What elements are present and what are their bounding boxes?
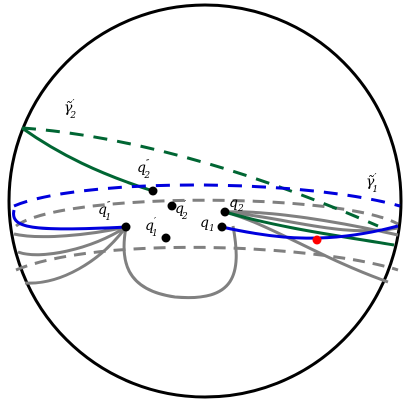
intersection-marker [312, 235, 322, 245]
blue-curve-back [13, 183, 401, 208]
green-curve-front [21, 126, 154, 193]
label-q1: q1 [200, 215, 215, 234]
gray-ring-front [15, 245, 399, 272]
gray-loop-bottom [122, 225, 238, 300]
label-gamma1: γ̃′ 1 [366, 173, 378, 195]
green-curve-front-right [224, 210, 395, 247]
gray-curve-left-2 [17, 225, 127, 257]
label-q1p: q′ 1 [145, 217, 158, 239]
label-q1pp: q″ 1 [98, 201, 111, 223]
gray-curve-left-3 [24, 226, 128, 285]
point-q1pp [121, 222, 131, 232]
point-q1p [161, 233, 171, 243]
label-q2pp: q″ 2 [137, 159, 150, 181]
label-q2p: q′ 2 [175, 200, 188, 222]
blue-curve-front-left [12, 209, 127, 231]
blue-curve-front-right [221, 224, 399, 240]
gray-ring-back [15, 198, 399, 228]
point-q2 [220, 207, 230, 217]
point-q2p [167, 201, 177, 211]
point-q2pp [148, 186, 158, 196]
sphere-outline [7, 3, 403, 399]
gray-curve-left-1 [13, 225, 127, 239]
label-q2: q2 [229, 195, 244, 214]
label-gamma2: γ̃′ 2 [64, 99, 76, 121]
point-q1 [217, 222, 227, 232]
gray-curve-right-2 [224, 210, 389, 284]
green-curve-back [21, 126, 379, 228]
